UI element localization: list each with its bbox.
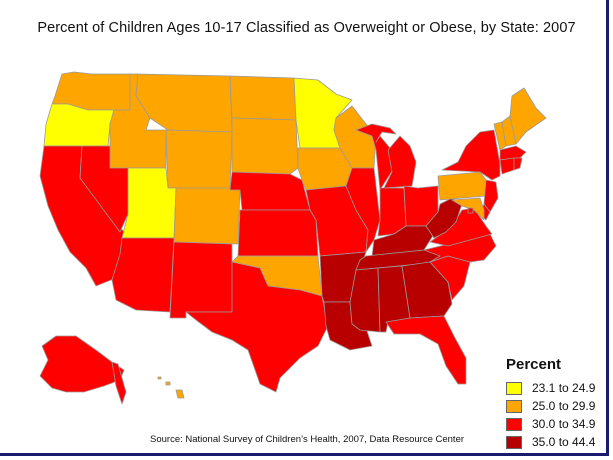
state-nd xyxy=(229,75,297,121)
state-ne xyxy=(229,171,311,211)
state-nm xyxy=(169,241,233,319)
state-co xyxy=(173,187,241,245)
state-nc xyxy=(423,233,497,263)
state-mi xyxy=(355,123,397,191)
legend-swatch xyxy=(506,435,522,449)
state-ny xyxy=(441,129,501,181)
state-mi-lp xyxy=(383,135,417,189)
state-hi-2 xyxy=(165,381,171,386)
state-il xyxy=(345,167,381,253)
legend-swatch xyxy=(506,417,522,431)
state-ct xyxy=(499,157,515,175)
state-fl xyxy=(385,315,467,385)
legend-item: 23.1 to 24.9 xyxy=(506,379,595,397)
state-sd xyxy=(231,117,299,175)
state-hi xyxy=(175,389,185,399)
state-ak xyxy=(39,335,125,393)
state-pa xyxy=(437,171,487,201)
map-legend: Percent 23.1 to 24.9 25.0 to 29.9 30.0 t… xyxy=(506,356,595,451)
legend-item: 25.0 to 29.9 xyxy=(506,397,595,415)
legend-swatch xyxy=(506,399,522,413)
state-mt xyxy=(135,73,233,133)
legend-label: 23.1 to 24.9 xyxy=(532,381,596,395)
legend-item: 35.0 to 44.4 xyxy=(506,433,595,451)
source-note: Source: National Survey of Children’s He… xyxy=(150,434,465,445)
state-dc xyxy=(467,207,474,214)
state-ms xyxy=(349,267,381,333)
state-tx xyxy=(185,261,329,393)
state-ak-panhandle xyxy=(111,361,127,405)
legend-label: 35.0 to 44.4 xyxy=(532,435,596,449)
state-me xyxy=(509,87,547,145)
state-wy xyxy=(165,129,233,191)
state-ks xyxy=(237,209,319,257)
state-nj xyxy=(483,179,499,213)
state-md xyxy=(451,197,485,221)
state-az xyxy=(111,237,175,313)
state-hi-3 xyxy=(157,376,162,380)
legend-swatch xyxy=(506,381,522,395)
map-title: Percent of Children Ages 10-17 Classifie… xyxy=(37,20,576,36)
legend-item: 30.0 to 34.9 xyxy=(506,415,595,433)
legend-label: 30.0 to 34.9 xyxy=(532,417,596,431)
legend-title: Percent xyxy=(506,356,562,373)
legend-label: 25.0 to 29.9 xyxy=(532,399,596,413)
state-or xyxy=(43,103,115,147)
state-ma xyxy=(499,145,527,161)
state-ri xyxy=(513,157,523,171)
